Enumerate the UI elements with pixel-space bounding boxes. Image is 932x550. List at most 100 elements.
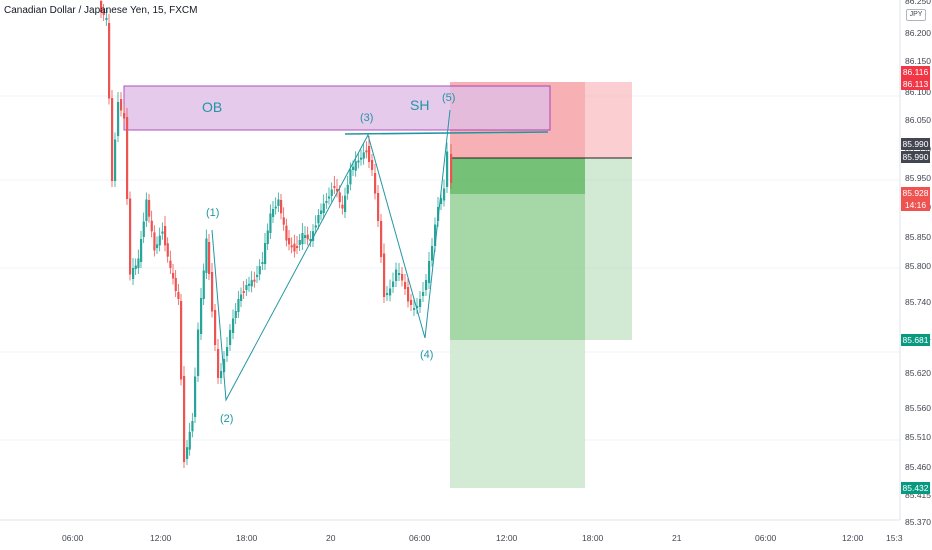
candle-body bbox=[156, 244, 159, 248]
price-tick: 86.200 bbox=[905, 28, 931, 38]
candle-body bbox=[309, 239, 312, 241]
price-tick: 85.560 bbox=[905, 403, 931, 413]
candle-body bbox=[354, 161, 357, 171]
candle-body bbox=[407, 287, 410, 302]
candle-body bbox=[248, 283, 251, 286]
candle-body bbox=[285, 225, 288, 241]
candle-body bbox=[422, 292, 425, 296]
swing-high-line[interactable] bbox=[344, 131, 549, 135]
candle-body bbox=[250, 280, 253, 287]
candle-body bbox=[220, 371, 223, 378]
candle-body bbox=[226, 347, 229, 356]
order-block-zone[interactable] bbox=[123, 85, 551, 131]
candle-body bbox=[282, 217, 285, 225]
price-tick: 85.370 bbox=[905, 517, 931, 527]
time-tick: 12:00 bbox=[496, 533, 518, 543]
candle-body bbox=[416, 306, 419, 308]
profit-zone-filled[interactable] bbox=[450, 158, 585, 194]
wave-5-label: (5) bbox=[442, 92, 455, 104]
candle-body bbox=[277, 199, 280, 206]
candle-body bbox=[395, 269, 398, 281]
candle-body bbox=[293, 243, 296, 252]
take-profit-zone-2[interactable] bbox=[450, 340, 585, 488]
currency-badge[interactable]: JPY bbox=[906, 9, 926, 21]
candle-body bbox=[288, 238, 291, 245]
price-tick: 86.050 bbox=[905, 115, 931, 125]
price-tick: 86.150 bbox=[905, 56, 931, 66]
candle-body bbox=[261, 262, 264, 264]
candle-body bbox=[312, 231, 315, 241]
candle-body bbox=[357, 160, 360, 163]
candle-body bbox=[410, 300, 413, 305]
candle-body bbox=[105, 18, 108, 20]
candle-body bbox=[223, 359, 226, 372]
candle-body bbox=[145, 199, 148, 221]
candle-body bbox=[148, 200, 151, 217]
candle-body bbox=[371, 160, 374, 170]
candle-body bbox=[134, 265, 137, 269]
price-axis[interactable] bbox=[900, 0, 932, 550]
wave-3-label: (3) bbox=[360, 112, 373, 124]
elliott-wave-line[interactable] bbox=[211, 109, 451, 402]
candle-body bbox=[272, 209, 275, 217]
time-tick: 21 bbox=[672, 533, 682, 543]
candle-body bbox=[298, 240, 301, 245]
candle-body bbox=[301, 233, 304, 244]
candle-body bbox=[123, 113, 126, 119]
candle-body bbox=[211, 272, 214, 312]
candle-body bbox=[234, 311, 237, 318]
candle-body bbox=[314, 225, 317, 228]
time-tick: 06:00 bbox=[755, 533, 777, 543]
candle-body bbox=[306, 234, 309, 240]
price-tick: 86.100 bbox=[905, 87, 931, 97]
candle-body bbox=[333, 186, 336, 188]
candle-body bbox=[114, 139, 117, 181]
price-tick: 85.460 bbox=[905, 462, 931, 472]
entry-tag-1: 85.990 bbox=[901, 138, 930, 150]
profit-zone-mid[interactable] bbox=[450, 194, 585, 340]
candle-body bbox=[111, 98, 114, 181]
candle-body bbox=[164, 226, 167, 246]
entry-tag-2: 85.990 bbox=[901, 151, 930, 163]
candle-body bbox=[197, 329, 200, 376]
time-tick: 12:00 bbox=[150, 533, 172, 543]
candle-body bbox=[217, 349, 220, 378]
candle-body bbox=[240, 294, 243, 301]
candle-body bbox=[183, 376, 186, 462]
wave-1-label: (1) bbox=[206, 207, 219, 219]
candle-body bbox=[274, 206, 277, 209]
candle-body bbox=[188, 431, 191, 450]
ob-label: OB bbox=[202, 99, 222, 115]
candle-body bbox=[102, 10, 105, 15]
time-axis[interactable] bbox=[0, 520, 932, 550]
candle-body bbox=[434, 224, 437, 246]
candle-body bbox=[108, 23, 111, 99]
candle-body bbox=[137, 258, 140, 268]
take-profit-tag-1: 85.681 bbox=[901, 334, 930, 346]
candle-body bbox=[349, 169, 352, 185]
price-tick: 85.850 bbox=[905, 232, 931, 242]
candle-body bbox=[386, 293, 389, 295]
wave-4-label: (4) bbox=[420, 349, 433, 361]
candle-body bbox=[322, 203, 325, 213]
candle-body bbox=[153, 232, 156, 251]
candle-body bbox=[296, 246, 299, 248]
candle-body bbox=[344, 195, 347, 212]
symbol-title[interactable]: Canadian Dollar / Japanese Yen, 15, FXCM bbox=[4, 5, 198, 16]
candle-body bbox=[202, 270, 205, 299]
candle-body bbox=[413, 308, 416, 310]
candle-body bbox=[214, 310, 217, 345]
last-price-tag: 85.928 bbox=[901, 187, 930, 199]
candle-body bbox=[229, 330, 232, 345]
candle-body bbox=[180, 301, 183, 380]
candle-body bbox=[320, 210, 323, 214]
candle-body bbox=[117, 102, 120, 136]
price-tick: 85.800 bbox=[905, 261, 931, 271]
candle-body bbox=[100, 1, 103, 12]
candle-body bbox=[450, 154, 453, 183]
candle-body bbox=[336, 189, 339, 192]
candle-body bbox=[242, 291, 245, 293]
candle-body bbox=[269, 213, 272, 233]
